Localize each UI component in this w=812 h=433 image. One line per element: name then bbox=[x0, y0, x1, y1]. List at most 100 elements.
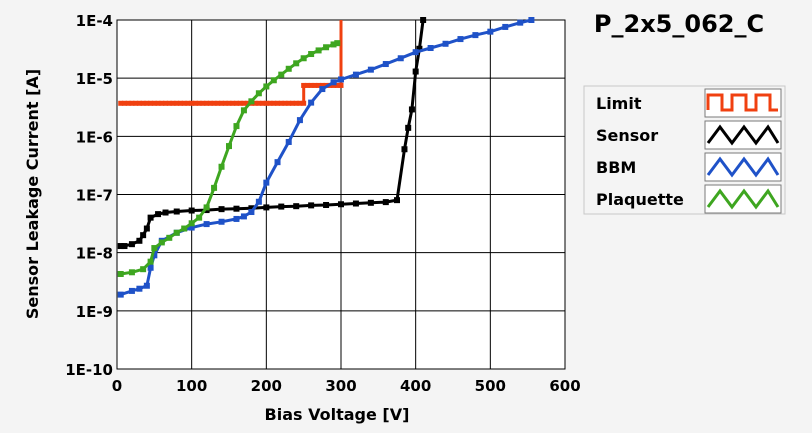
data-point bbox=[203, 221, 210, 228]
data-point bbox=[143, 282, 150, 289]
data-point bbox=[226, 143, 232, 150]
data-point bbox=[394, 197, 400, 204]
data-point bbox=[215, 100, 221, 106]
data-point bbox=[412, 49, 419, 56]
data-point bbox=[252, 100, 258, 106]
data-point bbox=[173, 229, 180, 236]
data-point bbox=[275, 100, 281, 106]
chart-title: P_2x5_062_C bbox=[594, 10, 764, 38]
data-point bbox=[282, 100, 288, 106]
data-point bbox=[207, 100, 213, 106]
data-point bbox=[352, 200, 359, 207]
data-point bbox=[222, 100, 228, 106]
data-point bbox=[211, 184, 218, 191]
data-point bbox=[136, 237, 143, 244]
data-point bbox=[117, 291, 124, 298]
data-point bbox=[382, 61, 389, 68]
data-point bbox=[308, 99, 315, 106]
data-point bbox=[121, 100, 127, 106]
data-point bbox=[233, 205, 240, 212]
x-tick-label: 100 bbox=[176, 377, 207, 395]
data-point bbox=[188, 220, 195, 227]
series-plaquette bbox=[117, 40, 341, 277]
x-tick-label: 500 bbox=[475, 377, 506, 395]
data-point bbox=[312, 82, 318, 88]
data-point bbox=[155, 100, 161, 106]
data-point bbox=[420, 17, 427, 23]
data-point bbox=[148, 100, 154, 106]
data-point bbox=[338, 76, 344, 83]
data-point bbox=[233, 123, 240, 130]
y-tick-label: 1E-5 bbox=[76, 70, 113, 88]
data-point bbox=[278, 203, 285, 210]
data-point bbox=[196, 100, 202, 106]
data-point bbox=[143, 225, 150, 232]
data-point bbox=[163, 100, 169, 106]
y-tick-label: 1E-6 bbox=[76, 128, 113, 146]
data-point bbox=[367, 199, 374, 206]
data-point bbox=[218, 218, 225, 225]
data-point bbox=[528, 17, 535, 23]
legend-label: Sensor bbox=[596, 126, 658, 145]
y-axis-title: Sensor Leakage Current [A] bbox=[23, 69, 42, 319]
data-point bbox=[256, 100, 262, 106]
data-point bbox=[117, 270, 124, 277]
data-point bbox=[278, 71, 285, 78]
data-point bbox=[427, 45, 434, 52]
data-point bbox=[487, 28, 494, 35]
legend-swatch-line bbox=[706, 188, 780, 210]
data-point bbox=[297, 100, 303, 106]
series-layer bbox=[117, 17, 535, 298]
data-point bbox=[502, 23, 509, 30]
data-point bbox=[219, 100, 225, 106]
data-point bbox=[267, 100, 273, 106]
data-point bbox=[144, 100, 150, 106]
legend-item-plaquette: Plaquette bbox=[596, 184, 782, 214]
data-point bbox=[121, 243, 128, 250]
data-point bbox=[331, 82, 337, 88]
data-point bbox=[255, 90, 262, 97]
data-point bbox=[442, 40, 449, 47]
data-point bbox=[192, 100, 198, 106]
legend-item-bbm: BBM bbox=[596, 152, 782, 182]
data-point bbox=[151, 245, 158, 252]
data-point bbox=[166, 234, 173, 241]
data-point bbox=[125, 100, 131, 106]
y-tick-label: 1E-9 bbox=[76, 303, 113, 321]
data-point bbox=[140, 266, 147, 273]
data-point bbox=[240, 107, 247, 114]
data-point bbox=[278, 100, 284, 106]
x-tick-label: 400 bbox=[400, 377, 431, 395]
data-point bbox=[308, 202, 315, 209]
data-point bbox=[188, 224, 195, 231]
data-point bbox=[218, 163, 225, 170]
data-point bbox=[408, 106, 415, 113]
data-point bbox=[151, 252, 158, 259]
legend-item-sensor: Sensor bbox=[596, 120, 782, 150]
data-point bbox=[230, 100, 236, 106]
data-point bbox=[248, 98, 255, 105]
legend-label: Limit bbox=[596, 94, 642, 113]
data-point bbox=[248, 209, 255, 216]
legend-swatch-line bbox=[706, 124, 780, 146]
data-point bbox=[203, 204, 210, 211]
legend-swatch-line bbox=[706, 93, 778, 112]
data-point bbox=[147, 264, 154, 271]
data-point bbox=[140, 100, 146, 106]
y-tick-label: 1E-4 bbox=[76, 12, 113, 30]
data-point bbox=[136, 285, 143, 292]
data-point bbox=[248, 205, 255, 212]
data-point bbox=[170, 100, 176, 106]
data-point bbox=[166, 100, 172, 106]
data-point bbox=[158, 239, 165, 246]
data-point bbox=[211, 100, 217, 106]
data-point bbox=[397, 55, 404, 62]
data-point bbox=[315, 47, 322, 54]
data-point bbox=[240, 213, 247, 220]
data-point bbox=[274, 159, 281, 166]
data-point bbox=[457, 36, 464, 43]
x-axis-title: Bias Voltage [V] bbox=[265, 405, 410, 424]
data-point bbox=[237, 100, 243, 106]
data-point bbox=[296, 117, 303, 124]
